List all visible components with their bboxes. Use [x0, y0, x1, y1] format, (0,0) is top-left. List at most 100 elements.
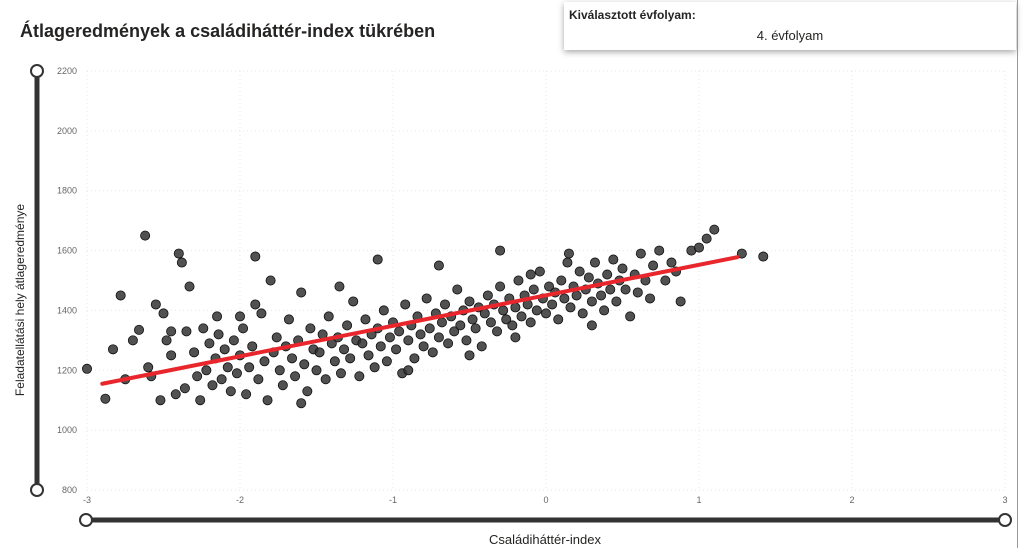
data-point[interactable]: [225, 386, 236, 397]
data-point[interactable]: [574, 266, 585, 277]
data-point[interactable]: [173, 248, 184, 259]
data-point[interactable]: [602, 269, 613, 280]
data-point[interactable]: [287, 353, 298, 364]
data-point[interactable]: [82, 363, 93, 374]
data-point[interactable]: [403, 335, 414, 346]
y-slider-max-handle[interactable]: [30, 64, 44, 78]
data-point[interactable]: [201, 365, 212, 376]
data-point[interactable]: [290, 371, 301, 382]
data-point[interactable]: [485, 317, 496, 328]
data-point[interactable]: [184, 281, 195, 292]
data-point[interactable]: [296, 398, 307, 409]
data-point[interactable]: [247, 341, 258, 352]
data-point[interactable]: [400, 299, 411, 310]
data-point[interactable]: [259, 356, 270, 367]
data-point[interactable]: [562, 257, 573, 268]
data-point[interactable]: [525, 269, 536, 280]
data-point[interactable]: [195, 395, 206, 406]
data-point[interactable]: [758, 251, 769, 262]
data-point[interactable]: [134, 324, 145, 335]
data-point[interactable]: [467, 314, 478, 325]
data-point[interactable]: [369, 362, 380, 373]
data-point[interactable]: [709, 224, 720, 235]
data-point[interactable]: [589, 257, 600, 268]
data-point[interactable]: [181, 326, 192, 337]
x-slider-min-handle[interactable]: [79, 513, 93, 527]
data-point[interactable]: [250, 299, 261, 310]
data-point[interactable]: [345, 353, 356, 364]
data-point[interactable]: [314, 347, 325, 358]
data-point[interactable]: [510, 332, 521, 343]
data-point[interactable]: [271, 332, 282, 343]
data-point[interactable]: [516, 311, 527, 322]
data-point[interactable]: [372, 254, 383, 265]
data-point[interactable]: [531, 305, 542, 316]
data-point[interactable]: [507, 320, 518, 331]
data-point[interactable]: [250, 251, 261, 262]
data-point[interactable]: [100, 393, 111, 404]
data-point[interactable]: [189, 347, 200, 358]
data-point[interactable]: [360, 314, 371, 325]
data-point[interactable]: [348, 296, 359, 307]
data-point[interactable]: [654, 245, 665, 256]
data-point[interactable]: [571, 290, 582, 301]
x-slider-max-handle[interactable]: [998, 513, 1012, 527]
data-point[interactable]: [244, 362, 255, 373]
data-point[interactable]: [565, 302, 576, 313]
data-point[interactable]: [635, 248, 646, 259]
data-point[interactable]: [158, 308, 169, 319]
data-point[interactable]: [335, 368, 346, 379]
data-point[interactable]: [228, 335, 239, 346]
data-point[interactable]: [198, 323, 209, 334]
data-point[interactable]: [283, 314, 294, 325]
data-point[interactable]: [241, 389, 252, 400]
data-point[interactable]: [140, 230, 151, 241]
data-point[interactable]: [143, 362, 154, 373]
data-point[interactable]: [170, 389, 181, 400]
data-point[interactable]: [320, 374, 331, 385]
data-point[interactable]: [277, 380, 288, 391]
data-point[interactable]: [510, 302, 521, 313]
data-point[interactable]: [363, 350, 374, 361]
data-point[interactable]: [586, 320, 597, 331]
data-point[interactable]: [342, 320, 353, 331]
data-point[interactable]: [265, 275, 276, 286]
data-point[interactable]: [216, 374, 227, 385]
data-point[interactable]: [476, 341, 487, 352]
data-point[interactable]: [421, 293, 432, 304]
data-point[interactable]: [455, 320, 466, 331]
data-point[interactable]: [409, 353, 420, 364]
data-point[interactable]: [384, 332, 395, 343]
data-point[interactable]: [204, 338, 215, 349]
data-point[interactable]: [498, 305, 509, 316]
data-point[interactable]: [648, 260, 659, 271]
data-point[interactable]: [334, 281, 345, 292]
data-point[interactable]: [357, 338, 368, 349]
data-point[interactable]: [415, 329, 426, 340]
data-point[interactable]: [525, 317, 536, 328]
data-point[interactable]: [599, 305, 610, 316]
data-point[interactable]: [583, 272, 594, 283]
data-point[interactable]: [378, 305, 389, 316]
data-point[interactable]: [253, 374, 264, 385]
data-point[interactable]: [418, 341, 429, 352]
data-point[interactable]: [617, 263, 628, 274]
data-point[interactable]: [620, 284, 631, 295]
data-point[interactable]: [611, 296, 622, 307]
data-point[interactable]: [632, 287, 643, 298]
data-point[interactable]: [440, 299, 451, 310]
data-point[interactable]: [256, 308, 267, 319]
data-point[interactable]: [155, 395, 166, 406]
data-point[interactable]: [660, 275, 671, 286]
data-point[interactable]: [213, 329, 224, 340]
data-point[interactable]: [192, 371, 203, 382]
data-point[interactable]: [544, 281, 555, 292]
data-point[interactable]: [427, 347, 438, 358]
data-point[interactable]: [127, 335, 138, 346]
data-point[interactable]: [479, 308, 490, 319]
data-point[interactable]: [556, 275, 567, 286]
data-point[interactable]: [179, 383, 190, 394]
data-point[interactable]: [274, 365, 285, 376]
data-point[interactable]: [299, 359, 310, 370]
data-point[interactable]: [302, 386, 313, 397]
